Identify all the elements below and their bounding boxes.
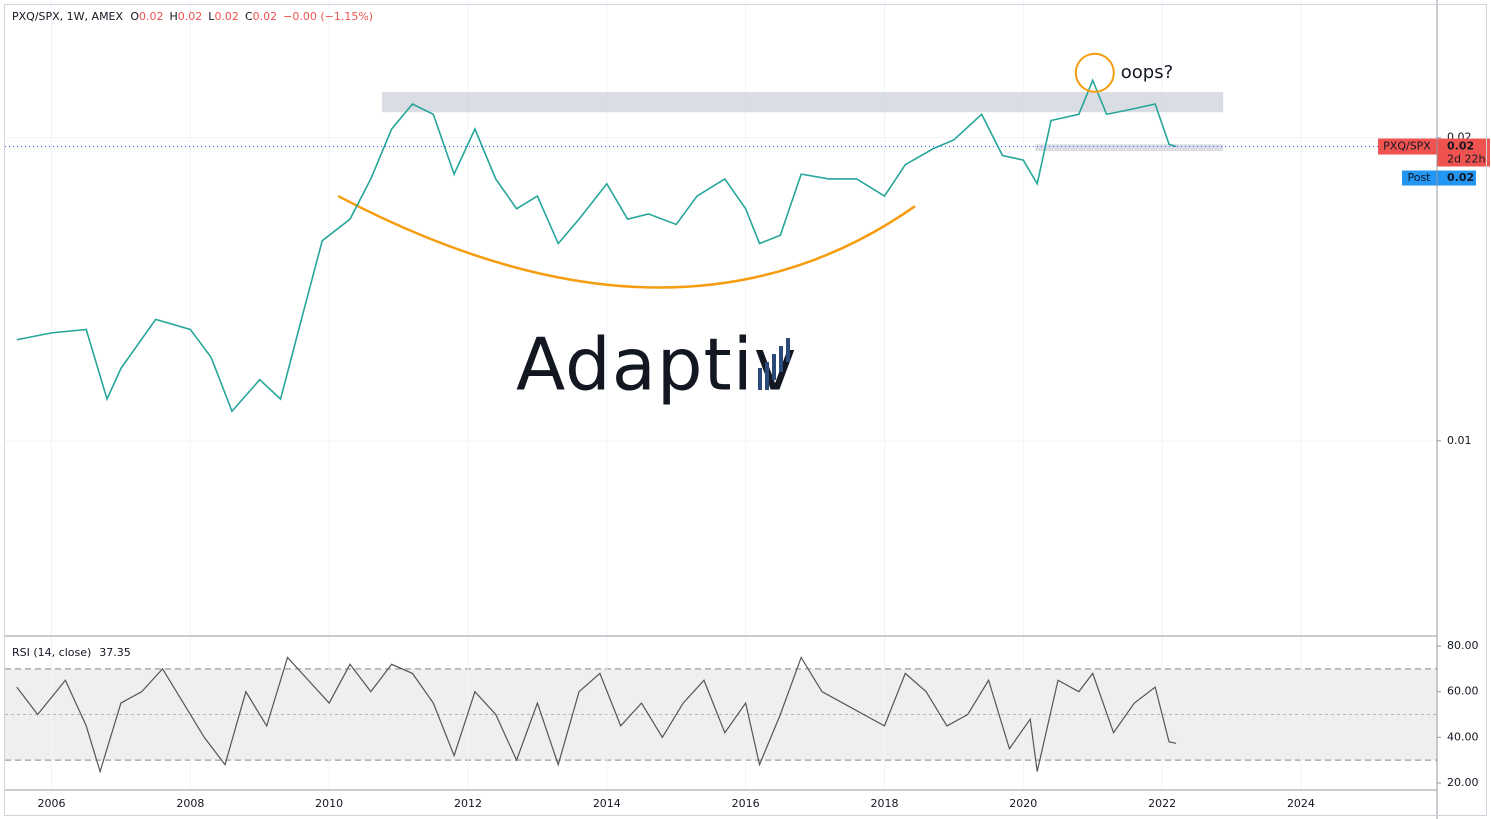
x-tick-label: 2022 — [1148, 797, 1176, 810]
rsi-pane: 20.00 40.00 60.00 80.00 2006 2008 2010 2012 2014… — [5, 636, 1479, 810]
ohlc-label: C — [245, 10, 253, 23]
ohlc-label: L — [208, 10, 215, 23]
x-tick-label: 2008 — [176, 797, 204, 810]
y-tick-label: 60.00 — [1447, 685, 1479, 698]
cup-curve — [337, 194, 916, 289]
post-tag-bg — [1402, 170, 1437, 186]
zone — [381, 92, 1224, 113]
x-tick-label: 2024 — [1287, 797, 1315, 810]
annotation: oops? — [1121, 62, 1173, 83]
highlight-circle — [1074, 52, 1115, 93]
x-tick-label: 2018 — [870, 797, 898, 810]
pane-header: PXQ/SPX, 1W, AMEX O0.02 H0.02 L0.02 C0.02 −0.… — [12, 10, 373, 23]
x-tick-label: 2012 — [454, 797, 482, 810]
pane-title: RSI (14, close) — [12, 646, 91, 659]
x-tick-label: 2010 — [315, 797, 343, 810]
watermark-icon — [758, 338, 790, 390]
y-tick-label: 0.01 — [1447, 434, 1472, 447]
y-tick-label: 80.00 — [1447, 639, 1479, 652]
ohlc-label: O — [130, 10, 139, 23]
y-tick-label: 40.00 — [1447, 730, 1479, 743]
symbol-tag: PXQ/SPX — [1383, 140, 1431, 153]
x-tick-label: 2016 — [732, 797, 760, 810]
y-tick-label: 20.00 — [1447, 776, 1479, 789]
pane-title: PXQ/SPX, 1W, AMEX — [12, 10, 124, 23]
price-line — [16, 78, 1177, 413]
rsi-line — [16, 656, 1177, 774]
post-label: Post — [1407, 171, 1431, 184]
x-tick-label: 2014 — [593, 797, 621, 810]
pane-header: RSI (14, close) 37.35 — [12, 646, 131, 659]
ohlc-label: H — [170, 10, 178, 23]
watermark: Adaptiv — [516, 323, 797, 407]
ohlc-value: 0.02 — [253, 10, 278, 23]
post-price-bg — [1437, 170, 1476, 186]
frame — [4, 4, 1487, 816]
x-tick-label: 2006 — [38, 797, 66, 810]
ohlc-value: 0.02 — [214, 10, 239, 23]
ohlc-value: 0.02 — [178, 10, 203, 23]
change: −0.00 (−1.15%) — [283, 10, 373, 23]
rsi-value: 37.35 — [99, 646, 131, 659]
countdown: 2d 22h — [1447, 153, 1485, 166]
symbol-tag-bg — [1378, 138, 1437, 155]
post-price-label: 0.02 — [1447, 171, 1474, 184]
ohlc-value: 0.02 — [139, 10, 164, 23]
last-price-label: 0.02 — [1447, 140, 1474, 153]
zone — [1035, 144, 1224, 152]
x-tick-label: 2020 — [1009, 797, 1037, 810]
price-tag-bg — [1437, 138, 1490, 167]
